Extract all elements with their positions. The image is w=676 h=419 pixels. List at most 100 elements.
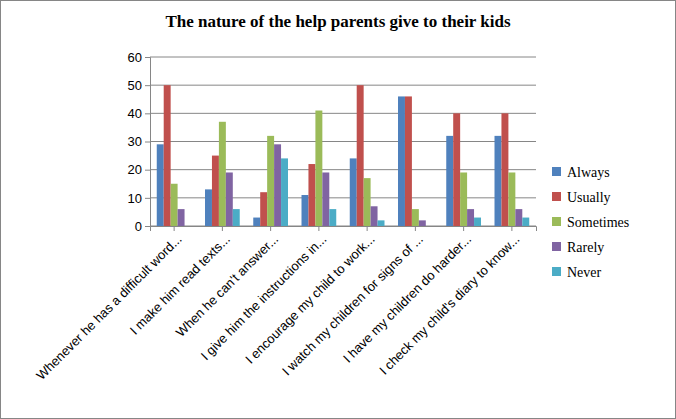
legend-entry: Never	[552, 265, 602, 280]
grid-line	[150, 85, 536, 86]
plot: 0 10 20 30 40 50 60 Whenever he has a difficult…	[33, 50, 536, 383]
x-tick-mark	[222, 226, 223, 231]
bar	[446, 136, 453, 226]
legend: Always Usually Sometimes Rarely Never	[552, 165, 629, 280]
y-tick-label: 50	[128, 78, 142, 93]
bar	[281, 158, 288, 226]
bar	[274, 144, 281, 226]
chart: The nature of the help parents give to t…	[0, 0, 676, 419]
y-tick-mark	[145, 113, 150, 114]
bar	[260, 192, 267, 226]
y-tick-label: 10	[128, 190, 142, 205]
bar	[426, 226, 433, 227]
bar	[233, 209, 240, 226]
y-axis-line	[145, 58, 151, 227]
y-axis: 0 10 20 30 40 50 60	[128, 50, 151, 234]
bar	[178, 209, 185, 226]
y-tick-mark	[145, 142, 150, 143]
title: The nature of the help parents give to t…	[165, 12, 511, 31]
legend-label: Never	[567, 265, 602, 280]
y-tick: 30	[128, 134, 150, 149]
series	[171, 111, 516, 226]
grid-line	[150, 113, 536, 114]
bar	[171, 184, 178, 226]
bar	[267, 136, 274, 226]
chart-frame	[1, 1, 676, 419]
bar	[308, 164, 315, 226]
y-tick-label: 60	[128, 50, 142, 65]
bar	[315, 111, 322, 226]
y-tick-label: 40	[128, 106, 142, 121]
bars	[157, 85, 529, 226]
y-tick: 20	[128, 162, 150, 177]
bar	[508, 172, 515, 226]
legend-entry: Sometimes	[552, 215, 629, 230]
x-tick-mark	[270, 226, 271, 231]
bar	[501, 113, 508, 226]
legend-swatch	[552, 217, 561, 226]
grid	[150, 57, 536, 226]
y-tick-mark	[145, 198, 150, 199]
bar	[419, 220, 426, 226]
y-tick-label: 30	[128, 134, 142, 149]
x-tick: I check my child's diary to know...	[376, 226, 522, 378]
y-tick: 10	[128, 190, 150, 205]
bar	[164, 85, 171, 226]
x-axis: Whenever he has a difficult word...I mak…	[33, 226, 536, 383]
y-tick: 0	[135, 219, 150, 234]
bar	[467, 209, 474, 226]
legend-label: Rarely	[567, 240, 604, 255]
bar	[453, 113, 460, 226]
bar	[226, 172, 233, 226]
legend-label: Always	[567, 165, 610, 180]
bar	[515, 209, 522, 226]
bar	[329, 209, 336, 226]
grid-line	[150, 169, 536, 170]
bar	[212, 156, 219, 226]
legend-swatch	[552, 167, 561, 176]
x-tick-mark	[415, 226, 416, 231]
bar	[322, 172, 329, 226]
bar	[219, 122, 226, 226]
x-tick-mark	[174, 226, 175, 231]
legend-entry: Rarely	[552, 240, 604, 255]
legend-entry: Always	[552, 165, 610, 180]
legend-entry: Usually	[552, 190, 611, 205]
legend-swatch	[552, 192, 561, 201]
bar	[522, 218, 529, 226]
series	[164, 85, 509, 226]
y-tick: 60	[128, 50, 150, 65]
y-tick-mark	[145, 226, 150, 227]
x-tick-mark	[463, 226, 464, 231]
bar	[371, 206, 378, 226]
y-tick: 50	[128, 78, 150, 93]
bar	[253, 218, 260, 226]
bar	[350, 158, 357, 226]
bar	[302, 195, 309, 226]
bar	[495, 136, 502, 226]
bar	[205, 189, 212, 226]
bar	[412, 209, 419, 226]
bar	[357, 85, 364, 226]
grid-line	[150, 141, 536, 142]
bar	[364, 178, 371, 226]
y-tick-mark	[145, 57, 150, 58]
legend-swatch	[552, 267, 561, 276]
y-tick: 40	[128, 106, 150, 121]
legend-label: Sometimes	[567, 215, 629, 230]
series	[233, 158, 529, 226]
x-tick-label: I check my child's diary to know...	[376, 231, 522, 377]
bar	[405, 96, 412, 226]
bar	[378, 220, 385, 226]
bar	[157, 144, 164, 226]
legend-swatch	[552, 242, 561, 251]
y-tick-mark	[145, 85, 150, 86]
bar	[398, 96, 405, 226]
bar	[460, 172, 467, 226]
legend-label: Usually	[567, 190, 611, 205]
bar	[185, 226, 192, 227]
series	[178, 144, 523, 226]
bar	[474, 218, 481, 226]
grid-line	[150, 57, 536, 58]
x-tick-mark	[318, 226, 319, 231]
